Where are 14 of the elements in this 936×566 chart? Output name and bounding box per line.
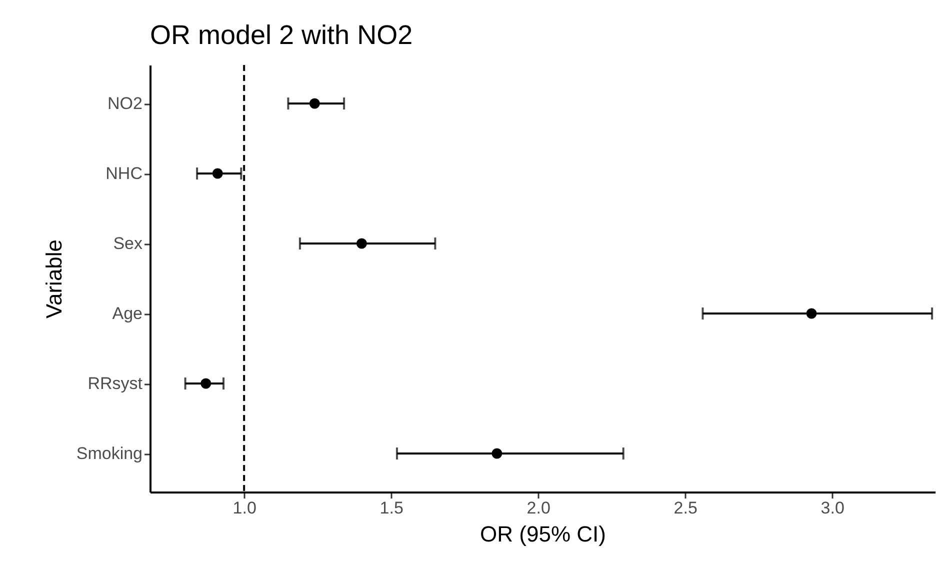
chart-title: OR model 2 with NO2: [150, 20, 413, 50]
y-tick-label: NO2: [108, 94, 142, 113]
y-tick-label: Smoking: [76, 444, 142, 463]
x-axis-title: OR (95% CI): [480, 522, 606, 546]
y-tick-label: RRsyst: [88, 374, 143, 393]
y-tick-label: NHC: [106, 164, 142, 183]
x-tick-label: 3.0: [820, 498, 844, 518]
x-tick-label: 2.0: [526, 498, 550, 518]
y-axis-title: Variable: [41, 239, 66, 319]
x-tick-label: 2.5: [674, 498, 698, 518]
x-tick-label: 1.0: [232, 498, 256, 518]
y-tick-label: Sex: [113, 234, 143, 253]
y-tick-label: Age: [112, 304, 142, 323]
x-tick-label: 1.5: [380, 498, 404, 518]
